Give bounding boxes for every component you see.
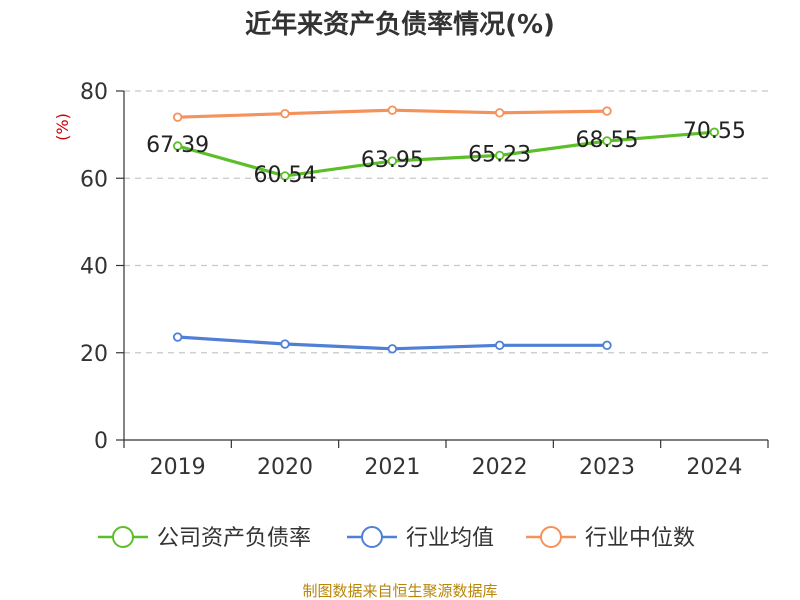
data-point[interactable] [280,339,290,349]
series-group [172,105,720,354]
gridlines [124,90,768,354]
data-point[interactable] [387,344,398,354]
x-tick-label: 2019 [150,455,206,480]
data-point[interactable] [280,108,290,119]
legend-marker [540,526,562,548]
legend-label: 行业均值 [406,526,494,551]
source-note: 制图数据来自恒生聚源数据库 [302,582,497,600]
data-point[interactable] [172,112,183,122]
y-tick-label: 20 [80,342,108,367]
x-tick-labels: 2019 2020 2021 2022 2023 2024 [150,455,743,480]
data-point[interactable] [602,136,612,146]
data-point[interactable] [280,171,290,181]
y-tick-label: 40 [80,255,108,280]
data-label: 63.95 [361,148,424,173]
legend-label: 行业中位数 [585,526,695,551]
data-point[interactable] [709,127,720,137]
data-point[interactable] [602,340,612,351]
legend-marker [361,526,383,548]
x-tick-label: 2020 [257,455,313,480]
legend-item[interactable]: 行业均值 [347,526,494,551]
y-tick-label: 60 [80,167,108,192]
legend-item[interactable]: 公司资产负债率 [98,526,311,551]
y-tick-label: 0 [94,429,108,454]
data-label: 60.54 [254,163,317,188]
data-point[interactable] [494,150,505,161]
data-label: 67.39 [146,133,209,158]
data-point[interactable] [172,332,183,342]
legend[interactable]: 公司资产负债率 行业均值 行业中位数 [98,526,695,551]
legend-item[interactable]: 行业中位数 [526,526,695,551]
data-point[interactable] [172,141,183,151]
data-point[interactable] [494,340,505,351]
x-tick-label: 2022 [472,455,528,480]
legend-label: 公司资产负债率 [157,526,311,551]
chart-title: 近年来资产负债率情况(%) [245,9,555,40]
data-point[interactable] [602,106,612,116]
data-label: 65.23 [468,142,531,167]
y-tick-labels: 0 20 40 60 80 [80,80,108,454]
data-point[interactable] [387,156,398,166]
x-tick-label: 2021 [364,455,420,480]
data-label: 70.55 [683,119,746,144]
legend-marker [112,526,134,548]
series-line [177,130,715,178]
data-point[interactable] [387,105,398,115]
y-tick-label: 80 [80,80,108,105]
data-label: 68.55 [576,128,639,153]
data-labels: 67.39 60.54 63.95 65.23 68.55 70.55 [146,119,746,188]
x-tick-label: 2024 [686,455,742,480]
x-tick-label: 2023 [579,455,635,480]
y-axis-label: (%) [53,113,72,141]
data-point[interactable] [494,108,505,118]
axes [116,90,769,448]
